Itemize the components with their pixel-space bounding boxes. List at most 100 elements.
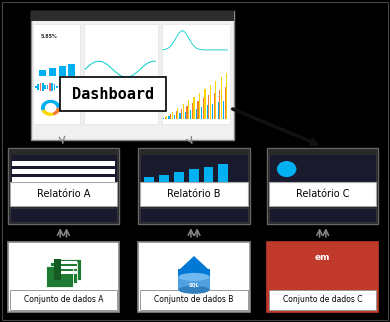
Bar [93,90,95,100]
FancyBboxPatch shape [46,266,73,287]
FancyBboxPatch shape [10,185,117,190]
FancyBboxPatch shape [140,208,248,222]
FancyBboxPatch shape [8,242,119,312]
Text: Relatório C: Relatório C [296,189,349,199]
Bar [183,104,184,119]
FancyBboxPatch shape [10,208,117,222]
Wedge shape [42,108,54,116]
Bar [126,90,128,99]
Text: em: em [315,253,330,262]
Bar [44,85,46,89]
Bar [203,98,204,119]
FancyBboxPatch shape [10,290,117,310]
Text: Relatório B: Relatório B [167,189,221,199]
Bar [168,116,170,119]
Bar [199,93,200,119]
FancyBboxPatch shape [140,150,248,155]
Wedge shape [51,108,60,115]
Bar [221,77,222,119]
Bar [137,93,139,97]
Bar [140,92,142,98]
Bar [73,83,74,91]
Wedge shape [41,100,60,111]
Bar [214,92,215,119]
Bar [68,85,69,89]
Bar [204,167,213,182]
Bar [58,66,66,76]
Bar [115,91,117,99]
FancyBboxPatch shape [12,161,115,166]
FancyBboxPatch shape [162,24,230,124]
FancyBboxPatch shape [10,150,117,155]
Bar [99,91,101,99]
Bar [61,83,62,91]
Bar [219,90,220,119]
Bar [192,103,193,119]
Text: Dashboard: Dashboard [72,87,154,102]
Bar [207,106,208,119]
FancyBboxPatch shape [61,266,77,269]
FancyBboxPatch shape [269,150,376,185]
Bar [90,91,92,99]
Bar [47,85,48,89]
Bar [142,90,144,99]
FancyBboxPatch shape [50,262,77,283]
Bar [144,177,154,182]
Text: Conjunto de dados C: Conjunto de dados C [283,295,362,304]
Bar [49,83,51,91]
Bar [49,68,56,76]
Bar [35,86,37,88]
FancyBboxPatch shape [269,290,376,310]
Bar [178,277,210,290]
Bar [223,101,224,119]
Text: 5.85%: 5.85% [41,34,58,39]
Bar [193,97,195,119]
Bar [190,110,191,119]
FancyBboxPatch shape [12,177,115,182]
FancyBboxPatch shape [33,24,80,124]
Text: Conjunto de dados B: Conjunto de dados B [154,295,234,304]
Bar [121,93,122,97]
Bar [212,104,213,119]
Bar [188,100,189,119]
Polygon shape [178,256,210,270]
Bar [196,109,197,119]
Bar [123,91,125,99]
FancyBboxPatch shape [31,11,234,21]
Bar [174,115,175,119]
Bar [54,84,55,90]
FancyBboxPatch shape [178,269,210,277]
FancyBboxPatch shape [269,208,376,222]
Bar [85,93,87,97]
FancyBboxPatch shape [10,150,117,185]
Bar [208,95,209,119]
Bar [153,93,155,97]
Bar [58,84,60,90]
Bar [96,90,98,99]
Bar [112,90,114,100]
Ellipse shape [178,286,210,294]
Bar [104,92,106,98]
Text: SQL: SQL [189,282,199,288]
Text: Relatório A: Relatório A [37,189,90,199]
Bar [118,92,120,98]
Bar [80,84,81,90]
Bar [225,87,226,119]
Bar [181,109,182,119]
Bar [88,92,90,98]
Ellipse shape [178,273,210,281]
FancyBboxPatch shape [269,185,376,190]
Bar [226,73,227,119]
Bar [186,106,188,119]
Bar [179,113,181,119]
FancyBboxPatch shape [53,259,81,280]
Bar [197,101,199,119]
FancyBboxPatch shape [10,182,117,206]
FancyBboxPatch shape [140,185,248,190]
FancyBboxPatch shape [269,150,376,155]
Bar [40,83,41,91]
Bar [177,108,178,119]
FancyBboxPatch shape [61,271,77,274]
Bar [82,83,83,91]
Bar [107,91,109,99]
